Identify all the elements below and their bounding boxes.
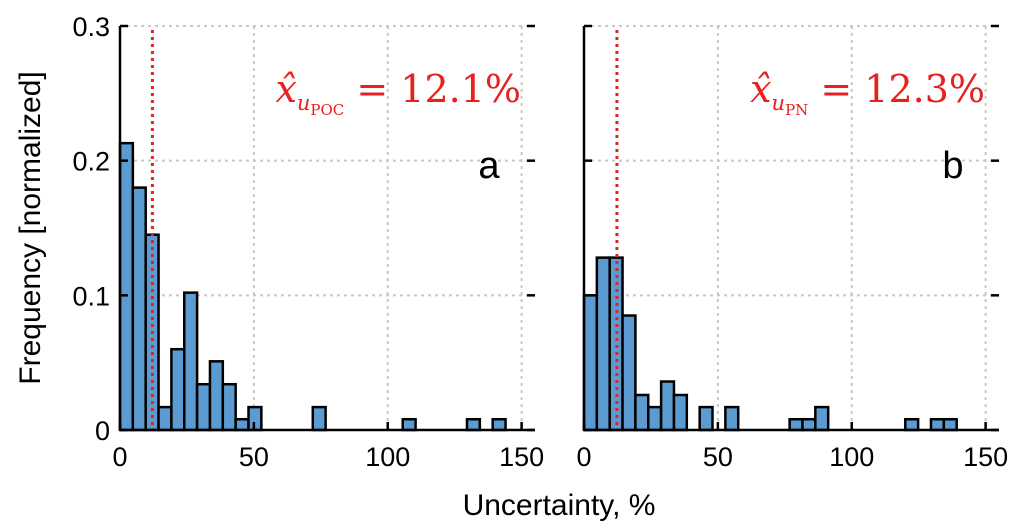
y-tick-label: 0: [95, 416, 110, 446]
x-tick-label: 150: [499, 442, 544, 472]
histogram-bar: [634, 393, 650, 432]
histogram-bar: [491, 417, 507, 432]
histogram-bar: [157, 405, 173, 432]
histogram-bar: [234, 417, 250, 432]
histogram-bar: [929, 417, 946, 432]
histogram-bar: [621, 314, 637, 432]
histogram-bar: [788, 417, 804, 432]
histogram-bar: [659, 380, 676, 432]
y-tick-label: 0.1: [72, 281, 110, 311]
y-axis-label: Frequency [normalized]: [14, 71, 47, 384]
histogram-bar: [118, 141, 135, 432]
panel-a: 0 50 100 150 0 0.1 0.2 0.3 Frequency [normalized…: [14, 12, 544, 472]
histogram-bar: [904, 417, 920, 432]
x-tick-label: 100: [365, 442, 410, 472]
y-tick-label: 0.3: [72, 12, 110, 42]
x-tick-label: 150: [963, 442, 1008, 472]
histogram-bar: [311, 405, 327, 432]
x-axis-label: Uncertainty, %: [463, 489, 656, 522]
x-tick-label: 50: [239, 442, 269, 472]
median-annotation: x̂uPOC = 12.1%: [275, 67, 521, 119]
histogram-bar: [195, 382, 212, 432]
panel-letter: a: [478, 145, 500, 187]
x-tick-label: 0: [112, 442, 127, 472]
histogram-bar: [401, 417, 417, 432]
histogram-bar: [582, 294, 599, 432]
histogram-bar: [595, 256, 611, 432]
y-tick-label: 0.2: [72, 147, 110, 177]
histogram-bar: [942, 417, 958, 432]
median-annotation: x̂uPN = 12.3%: [750, 67, 985, 119]
histogram-bar: [465, 417, 482, 432]
histogram-bar: [131, 186, 147, 432]
histogram-bar: [208, 360, 225, 432]
histogram-bar: [647, 405, 663, 432]
histogram-bar: [170, 347, 186, 432]
histogram-bar: [698, 405, 714, 432]
panel-b: 0 50 100 150 x̂uPN = 12.3% b: [576, 24, 1008, 472]
histogram-bar: [814, 405, 830, 432]
histogram-bar: [801, 417, 817, 432]
x-tick-label: 100: [829, 442, 874, 472]
x-tick-label: 0: [576, 442, 591, 472]
histogram-bar: [183, 291, 199, 432]
histogram-bar: [221, 382, 237, 432]
histogram-bar: [672, 393, 689, 432]
histogram-bar: [724, 405, 740, 432]
x-tick-label: 50: [703, 442, 733, 472]
panel-letter: b: [942, 145, 963, 187]
